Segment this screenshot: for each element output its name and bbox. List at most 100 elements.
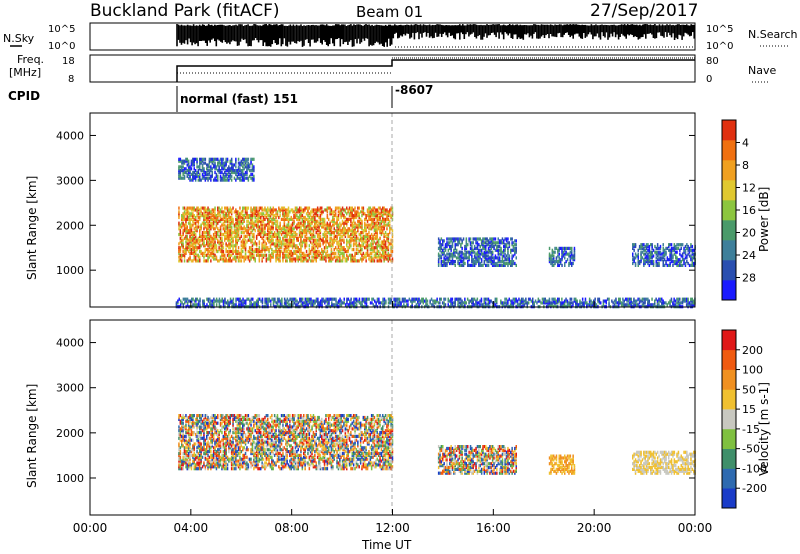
data-cell <box>383 249 385 254</box>
data-cell <box>323 257 326 261</box>
data-cell <box>244 246 247 250</box>
data-cell <box>230 174 233 178</box>
data-cell <box>292 297 294 301</box>
data-cell <box>186 259 188 263</box>
data-cell <box>511 241 513 245</box>
data-cell <box>512 246 515 250</box>
data-cell <box>497 260 499 264</box>
data-cell <box>328 223 330 227</box>
data-cell <box>265 223 268 227</box>
data-cell <box>294 215 297 220</box>
data-cell <box>359 248 362 252</box>
data-cell <box>212 221 215 225</box>
data-cell <box>221 248 223 252</box>
data-cell <box>301 255 304 259</box>
data-cell <box>221 238 223 242</box>
data-cell <box>301 303 304 307</box>
data-cell <box>362 210 365 214</box>
data-cell <box>483 301 485 305</box>
data-cell <box>650 261 652 266</box>
data-cell <box>279 259 281 263</box>
data-cell <box>683 248 685 252</box>
data-cell <box>390 215 392 220</box>
data-cell <box>225 242 227 246</box>
data-cell <box>457 260 459 264</box>
data-cell <box>358 214 360 218</box>
data-cell <box>291 240 294 244</box>
data-cell <box>242 210 244 214</box>
data-cell <box>554 250 556 254</box>
data-cell <box>244 206 247 210</box>
data-cell <box>325 208 327 212</box>
data-cell <box>352 215 355 220</box>
data-cell <box>493 241 495 245</box>
data-cell <box>361 225 363 229</box>
data-cell <box>507 246 509 250</box>
data-cell <box>353 297 355 301</box>
data-cell <box>229 238 231 242</box>
data-cell <box>336 221 338 225</box>
data-cell <box>212 215 215 220</box>
data-cell <box>337 225 340 229</box>
data-cell <box>553 256 555 260</box>
data-cell <box>267 208 269 212</box>
data-cell <box>362 231 365 235</box>
data-cell <box>222 299 225 303</box>
data-cell <box>318 208 320 212</box>
data-cell <box>199 225 201 229</box>
data-cell <box>224 163 226 167</box>
data-cell <box>194 236 197 240</box>
data-cell <box>200 234 202 238</box>
data-cell <box>346 221 348 225</box>
data-cell <box>237 157 240 161</box>
data-cell <box>237 167 240 171</box>
data-cell <box>273 231 276 235</box>
data-cell <box>384 210 387 214</box>
data-cell <box>211 159 213 163</box>
data-cell <box>435 301 437 305</box>
data-cell <box>305 249 308 254</box>
data-cell <box>440 261 443 266</box>
data-cell <box>250 231 252 235</box>
data-cell <box>303 229 305 233</box>
data-cell <box>387 244 390 248</box>
data-cell <box>210 242 212 246</box>
data-cell <box>303 215 305 220</box>
data-cell <box>192 238 194 242</box>
data-cell <box>451 254 454 258</box>
data-cell <box>453 260 455 264</box>
data-cell <box>644 261 646 266</box>
data-cell <box>228 253 230 257</box>
data-cell <box>221 170 223 175</box>
data-cell <box>322 255 324 259</box>
data-cell <box>370 232 373 237</box>
data-cell <box>497 258 499 262</box>
data-cell <box>493 261 495 266</box>
data-cell <box>291 221 294 225</box>
data-cell <box>262 255 265 259</box>
data-cell <box>282 214 284 218</box>
data-cell <box>386 210 388 214</box>
data-cell <box>688 263 691 267</box>
data-cell <box>186 217 188 221</box>
data-cell <box>183 223 186 227</box>
data-cell <box>328 303 330 307</box>
data-cell <box>370 238 373 242</box>
data-cell <box>307 223 309 227</box>
data-cell <box>564 261 566 266</box>
data-cell <box>275 248 277 252</box>
data-cell <box>662 256 664 260</box>
data-cell <box>326 238 329 242</box>
data-cell <box>182 212 184 216</box>
data-cell <box>483 261 486 266</box>
data-cell <box>211 221 213 225</box>
data-cell <box>368 244 370 248</box>
data-cell <box>644 260 646 264</box>
data-cell <box>632 244 634 249</box>
data-cell <box>296 253 298 257</box>
data-cell <box>233 223 236 227</box>
data-cell <box>501 250 504 254</box>
data-cell <box>179 165 182 169</box>
data-cell <box>240 240 243 244</box>
data-cell <box>384 257 387 261</box>
